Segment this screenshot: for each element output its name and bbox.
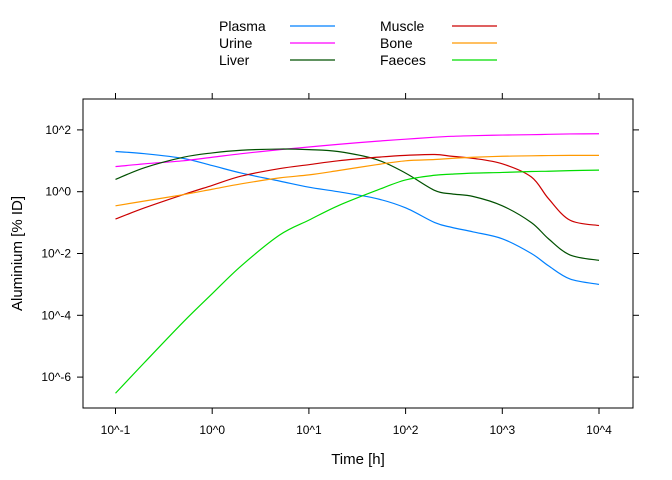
y-axis-title: Aluminium [% ID] (9, 196, 26, 311)
legend-label-faeces: Faeces (380, 52, 426, 68)
y-axis: 10^-6 10^-4 10^-2 10^0 10^2 (41, 123, 639, 384)
series-line-urine (115, 133, 600, 168)
series-line-faeces (115, 169, 600, 394)
series-line-muscle (115, 153, 600, 227)
y-tick-label: 10^-4 (41, 308, 71, 322)
legend-label-muscle: Muscle (380, 18, 425, 34)
x-tick-label: 10^4 (586, 423, 612, 437)
y-tick-label: 10^2 (45, 123, 71, 137)
x-axis-title: Time [h] (331, 451, 385, 468)
plot-frame (82, 98, 634, 409)
series-line-liver (115, 148, 600, 261)
x-tick-label: 10^-1 (101, 423, 131, 437)
x-axis: 10^-1 10^0 10^1 10^2 10^3 10^4 (101, 93, 612, 437)
y-tick-label: 10^0 (45, 185, 71, 199)
legend-label-bone: Bone (380, 35, 413, 51)
series-line-plasma (115, 150, 600, 285)
legend-label-liver: Liver (219, 52, 250, 68)
y-tick-label: 10^-6 (41, 370, 71, 384)
legend-label-plasma: Plasma (219, 18, 266, 34)
x-tick-label: 10^0 (199, 423, 225, 437)
x-tick-label: 10^3 (489, 423, 515, 437)
x-tick-label: 10^1 (296, 423, 322, 437)
y-tick-label: 10^-2 (41, 247, 71, 261)
legend-label-urine: Urine (219, 35, 253, 51)
series-line-bone (115, 154, 600, 207)
series-lines (115, 133, 600, 394)
x-tick-label: 10^2 (393, 423, 419, 437)
